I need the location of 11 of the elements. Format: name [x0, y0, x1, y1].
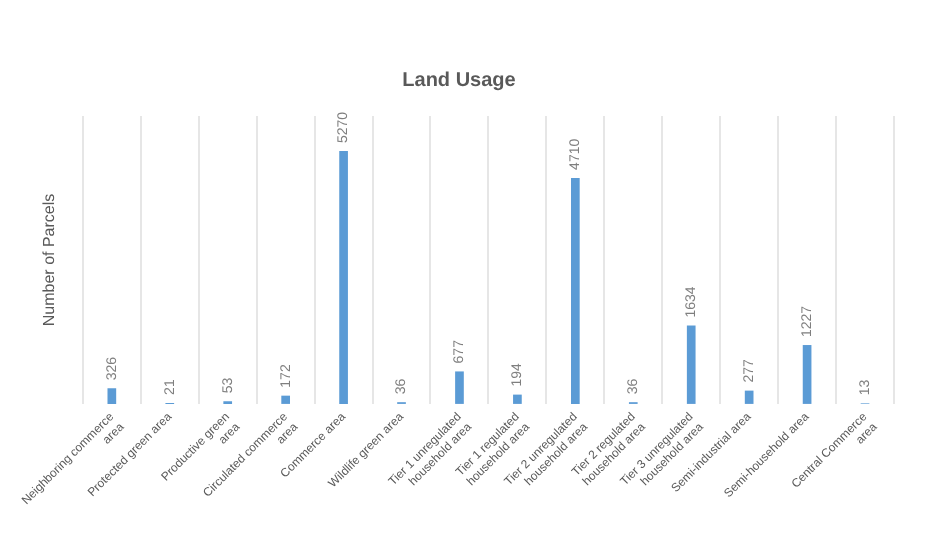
bar [513, 394, 522, 404]
chart-title: Land Usage [402, 69, 517, 92]
bar [570, 177, 580, 404]
bar [744, 390, 754, 404]
bar [455, 371, 464, 404]
y-axis-title: Number of Parcels [39, 193, 58, 327]
bar [281, 395, 290, 404]
bar [686, 325, 696, 404]
bar [107, 388, 117, 404]
bar [802, 345, 812, 404]
bar [339, 151, 348, 404]
